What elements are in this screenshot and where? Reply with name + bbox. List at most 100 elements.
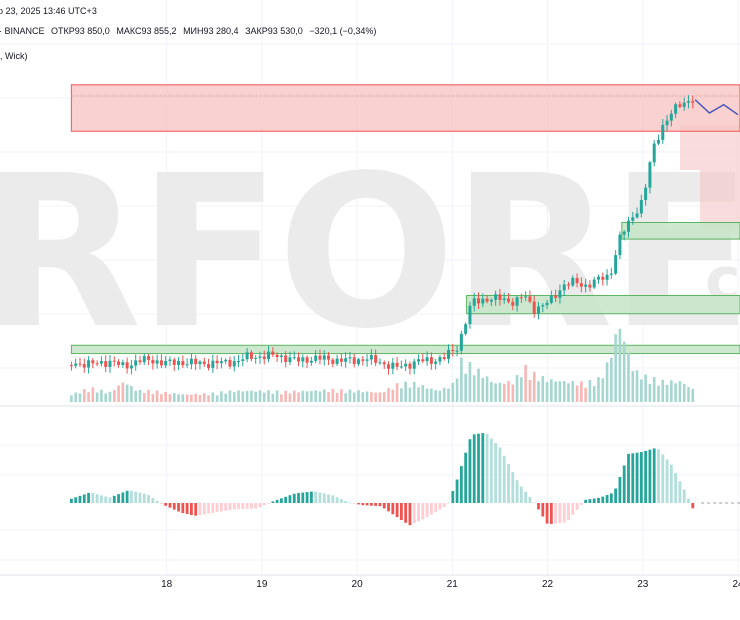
candle-body [438,357,442,362]
volume-bar [622,341,626,402]
candle-body [348,357,352,359]
volume-bar [207,395,210,402]
macd-bar [609,493,613,503]
macd-bar [438,503,442,510]
macd-bar [142,493,146,503]
candle-body [224,359,228,362]
macd-bar [70,498,73,503]
macd-bar [674,472,678,503]
candle-body [142,356,146,363]
volume-bar [164,391,167,402]
volume-bar [91,387,95,402]
volume-bar [597,377,600,402]
volume-bar [241,391,245,402]
macd-bar [284,496,288,503]
volume-bar [202,393,206,402]
macd-bar [125,490,129,503]
candle-body [417,359,421,362]
volume-bar [185,394,189,402]
candle-body [626,220,630,232]
volume-bar [614,334,617,402]
candle-body [369,355,373,360]
macd-bar [254,503,258,509]
volume-bar [82,389,86,402]
macd-bar [507,463,510,503]
candle-body [549,295,553,303]
candle-body [485,298,489,302]
candle-body [129,365,133,369]
volume-bar [211,392,215,402]
candle-body [155,360,159,364]
volume-bar [485,376,489,402]
volume-bar [627,352,630,402]
macd-bar [549,503,553,524]
macd-bar [95,494,99,503]
macd-bar [614,488,618,503]
volume-bar [665,384,669,402]
volume-bar [571,381,575,402]
macd-bar [121,492,125,503]
macd-bar [181,503,185,514]
ohlc-high-value: 93 855,2 [141,26,177,36]
macd-bar [245,503,249,509]
macd-bar [408,503,412,526]
candle-body [147,356,151,360]
macd-bar [639,452,643,503]
x-axis-label: 18 [161,579,173,590]
watermark-text: RFOREX [0,130,740,375]
volume-bar [400,388,403,402]
volume-bar [327,392,330,402]
volume-bar [220,391,223,402]
volume-bar [370,392,373,402]
candle-body [134,360,138,366]
volume-bar [588,380,592,402]
volume-bar [648,384,652,402]
candle-body [82,364,86,368]
macd-bar [138,492,142,503]
volume-bar [421,385,425,402]
volume-bar [515,375,519,402]
macd-bar [412,503,416,524]
candle-body [245,352,249,360]
macd-bar [459,466,463,503]
macd-bar [211,503,215,513]
macd-bar [554,503,558,524]
candle-body [121,362,125,365]
volume-bar [160,394,163,402]
volume-bar [190,394,193,402]
macd-bar [592,498,596,503]
macd-bar [652,448,656,503]
volume-bar [395,383,399,402]
volume-bar [378,392,382,402]
indicator-label[interactable]: , Wick) [0,51,28,61]
candle-body [335,358,339,364]
volume-bar [674,383,677,402]
candle-body [172,359,176,365]
volume-bar [237,390,240,402]
candle-body [185,364,189,366]
volume-bar [344,393,347,402]
macd-bar [202,503,206,515]
volume-bar [365,391,369,402]
x-axis: 18 19 20 21 22 23 24 [161,579,740,590]
volume-bar [301,390,305,402]
volume-bar [472,375,476,402]
candle-body [365,359,369,361]
volume-bar [537,381,540,402]
macd-bar [292,493,296,503]
candle-body [477,298,481,304]
candle-body [219,361,223,364]
ohlc-open-value: 93 850,0 [74,26,110,36]
macd-bar [404,503,408,523]
candle-body [537,306,541,314]
macd-bar [489,438,493,503]
candle-body [271,351,275,355]
x-axis-label: 19 [256,579,268,590]
macd-bar [108,497,112,503]
volume-bar [310,391,313,402]
candle-body [575,277,579,284]
candle-body [605,274,609,280]
candle-body [644,187,648,201]
volume-bar [635,370,639,402]
